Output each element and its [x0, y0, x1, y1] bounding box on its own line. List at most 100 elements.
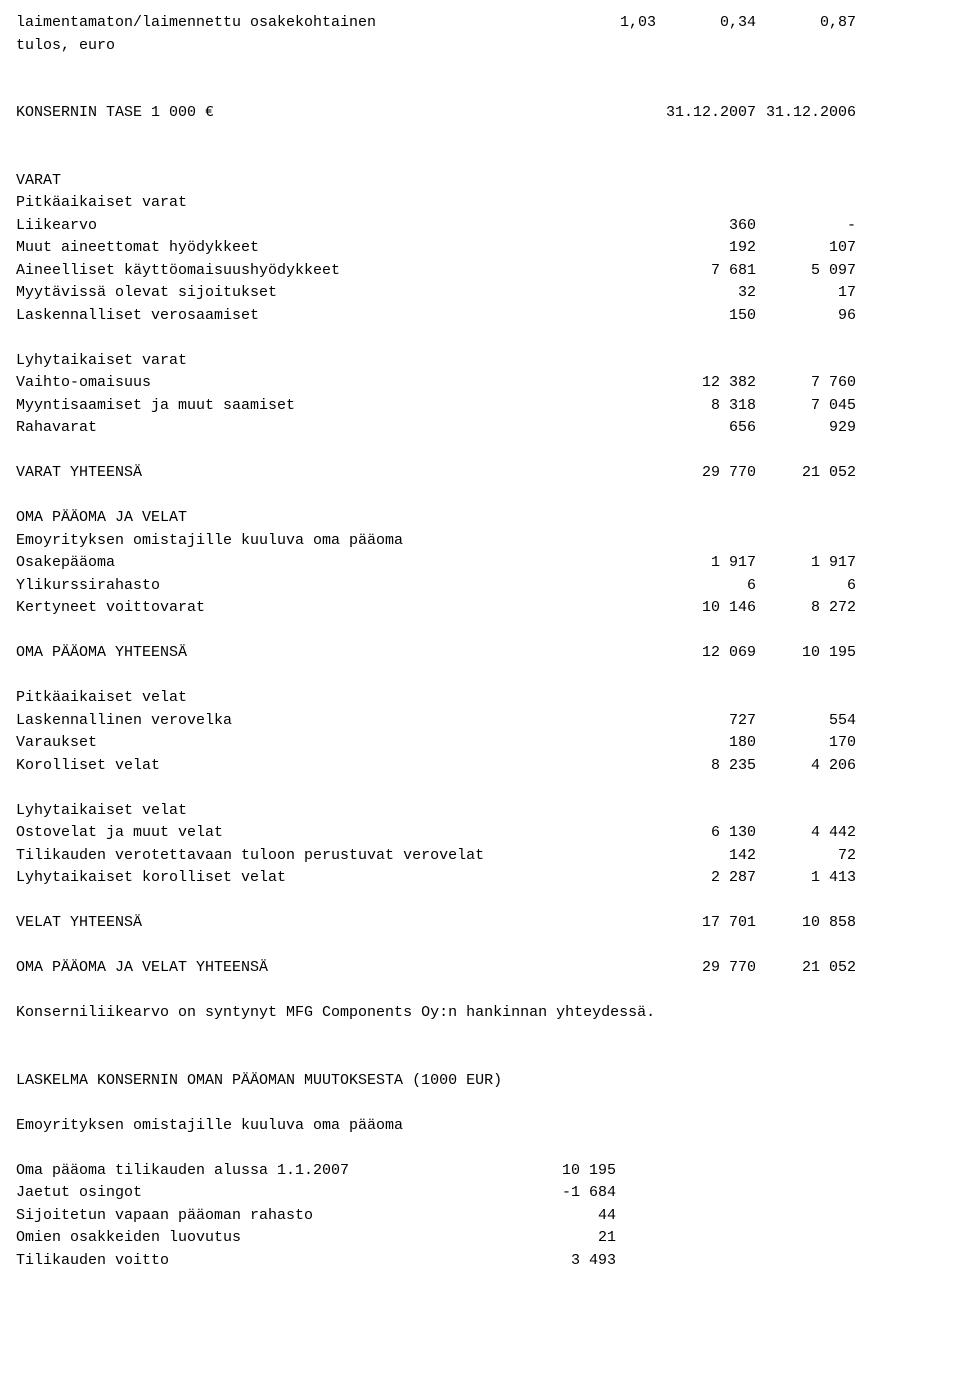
pitka-velat-row-0-c3: 554	[756, 710, 856, 733]
lyhyt-varat-row-1-c3: 7 045	[756, 395, 856, 418]
lyhyt-varat-row-1: Myyntisaamiset ja muut saamiset 8 3187 04…	[16, 395, 910, 418]
oma-paaoma-yht: OMA PÄÄOMA YHTEENSÄ 12 069 10 195	[16, 642, 910, 665]
eps-row-line2: tulos, euro	[16, 35, 910, 58]
varat-subtitle: Pitkäaikaiset varat	[16, 192, 910, 215]
laskelma-row-1: Jaetut osingot-1 684	[16, 1182, 910, 1205]
varat-row-0-c3: -	[756, 215, 856, 238]
varat-row-4: Laskennalliset verosaamiset 15096	[16, 305, 910, 328]
varat-yhteensa: VARAT YHTEENSÄ 29 770 21 052	[16, 462, 910, 485]
tase-header-spacer	[496, 102, 656, 125]
lyhyt-velat-row-0-c2: 6 130	[656, 822, 756, 845]
lyhyt-velat-row-1: Tilikauden verotettavaan tuloon perustuv…	[16, 845, 910, 868]
varat-title: VARAT	[16, 170, 910, 193]
lyhyt-velat-row-0-label: Ostovelat ja muut velat	[16, 822, 496, 845]
oma-paaoma-row-0-label: Osakepääoma	[16, 552, 496, 575]
oma-paaoma-row-2-c3: 8 272	[756, 597, 856, 620]
pitka-velat-row-0: Laskennallinen verovelka 727554	[16, 710, 910, 733]
laskelma-row-3-val: 21	[496, 1227, 616, 1250]
lyhyt-velat-row-0-c3: 4 442	[756, 822, 856, 845]
varat-row-3-c3: 17	[756, 282, 856, 305]
pitka-velat-row-2-c3: 4 206	[756, 755, 856, 778]
pitka-velat-row-1: Varaukset180170	[16, 732, 910, 755]
varat-row-0: Liikearvo 360-	[16, 215, 910, 238]
varat-row-0-c2: 360	[656, 215, 756, 238]
laskelma-row-2-val: 44	[496, 1205, 616, 1228]
lyhyt-varat-row-0-c3: 7 760	[756, 372, 856, 395]
tase-header-label: KONSERNIN TASE 1 000 €	[16, 102, 496, 125]
tase-header-c3: 31.12.2006	[756, 102, 856, 125]
eps-label-line2: tulos, euro	[16, 35, 496, 58]
varat-row-4-label: Laskennalliset verosaamiset	[16, 305, 496, 328]
laskelma-row-2-label: Sijoitetun vapaan pääoman rahasto	[16, 1205, 496, 1228]
lyhyt-varat-row-2-c2: 656	[656, 417, 756, 440]
laskelma-row-0-label: Oma pääoma tilikauden alussa 1.1.2007	[16, 1160, 496, 1183]
eps-c1: 1,03	[496, 12, 656, 35]
lyhyt-varat-row-1-c2: 8 318	[656, 395, 756, 418]
lyhyt-varat-title: Lyhytaikaiset varat	[16, 350, 910, 373]
varat-row-2-c3: 5 097	[756, 260, 856, 283]
note: Konserniliikearvo on syntynyt MFG Compon…	[16, 1002, 910, 1025]
oma-paaoma-title: OMA PÄÄOMA JA VELAT	[16, 507, 910, 530]
oma-paaoma-row-1-label: Ylikurssirahasto	[16, 575, 496, 598]
eps-c3: 0,87	[756, 12, 856, 35]
laskelma-row-4: Tilikauden voitto3 493	[16, 1250, 910, 1273]
lyhyt-varat-row-1-label: Myyntisaamiset ja muut saamiset	[16, 395, 496, 418]
laskelma-row-0-val: 10 195	[496, 1160, 616, 1183]
pitka-velat-row-2: Korolliset velat 8 2354 206	[16, 755, 910, 778]
oma-paaoma-row-0: Osakepääoma 1 9171 917	[16, 552, 910, 575]
velat-yht: VELAT YHTEENSÄ 17 701 10 858	[16, 912, 910, 935]
tase-header: KONSERNIN TASE 1 000 € 31.12.2007 31.12.…	[16, 102, 910, 125]
lyhyt-varat-row-0-c2: 12 382	[656, 372, 756, 395]
lyhyt-velat-row-2-c2: 2 287	[656, 867, 756, 890]
lyhyt-velat-row-1-c3: 72	[756, 845, 856, 868]
varat-row-1-c3: 107	[756, 237, 856, 260]
lyhyt-velat-row-2: Lyhytaikaiset korolliset velat2 2871 413	[16, 867, 910, 890]
lyhyt-velat-row-1-label: Tilikauden verotettavaan tuloon perustuv…	[16, 845, 496, 868]
lyhyt-varat-row-0: Vaihto-omaisuus12 3827 760	[16, 372, 910, 395]
lyhyt-varat-row-2-c3: 929	[756, 417, 856, 440]
varat-row-1-c2: 192	[656, 237, 756, 260]
oma-paaoma-row-0-c2: 1 917	[656, 552, 756, 575]
pitka-velat-row-1-label: Varaukset	[16, 732, 496, 755]
laskelma-row-3-label: Omien osakkeiden luovutus	[16, 1227, 496, 1250]
eps-label-line1: laimentamaton/laimennettu osakekohtainen	[16, 12, 496, 35]
pitka-velat-row-0-label: Laskennallinen verovelka	[16, 710, 496, 733]
varat-row-3: Myytävissä olevat sijoitukset3217	[16, 282, 910, 305]
pitka-velat-row-2-label: Korolliset velat	[16, 755, 496, 778]
laskelma-subtitle: Emoyrityksen omistajille kuuluva oma pää…	[16, 1115, 910, 1138]
lyhyt-velat-row-2-c3: 1 413	[756, 867, 856, 890]
oma-paaoma-row-1: Ylikurssirahasto66	[16, 575, 910, 598]
pitka-velat-row-0-c2: 727	[656, 710, 756, 733]
laskelma-title: LASKELMA KONSERNIN OMAN PÄÄOMAN MUUTOKSE…	[16, 1070, 910, 1093]
lyhyt-velat-row-1-c2: 142	[656, 845, 756, 868]
lyhyt-velat-title: Lyhytaikaiset velat	[16, 800, 910, 823]
eps-row: laimentamaton/laimennettu osakekohtainen…	[16, 12, 910, 35]
oma-paaoma-row-0-c3: 1 917	[756, 552, 856, 575]
lyhyt-varat-row-2-label: Rahavarat	[16, 417, 496, 440]
eps-c2: 0,34	[656, 12, 756, 35]
varat-row-0-label: Liikearvo	[16, 215, 496, 238]
varat-row-2: Aineelliset käyttöomaisuushyödykkeet7 68…	[16, 260, 910, 283]
laskelma-row-3: Omien osakkeiden luovutus21	[16, 1227, 910, 1250]
pitka-velat-row-1-c2: 180	[656, 732, 756, 755]
laskelma-row-1-label: Jaetut osingot	[16, 1182, 496, 1205]
varat-row-3-c2: 32	[656, 282, 756, 305]
varat-row-4-c2: 150	[656, 305, 756, 328]
laskelma-row-4-val: 3 493	[496, 1250, 616, 1273]
varat-row-1: Muut aineettomat hyödykkeet192107	[16, 237, 910, 260]
laskelma-row-1-val: -1 684	[496, 1182, 616, 1205]
oma-paaoma-row-2-c2: 10 146	[656, 597, 756, 620]
tase-header-c2: 31.12.2007	[656, 102, 756, 125]
laskelma-row-4-label: Tilikauden voitto	[16, 1250, 496, 1273]
oma-paaoma-subtitle: Emoyrityksen omistajille kuuluva oma pää…	[16, 530, 910, 553]
laskelma-row-2: Sijoitetun vapaan pääoman rahasto44	[16, 1205, 910, 1228]
oma-paaoma-row-2: Kertyneet voittovarat 10 1468 272	[16, 597, 910, 620]
varat-row-4-c3: 96	[756, 305, 856, 328]
lyhyt-varat-row-2: Rahavarat 656929	[16, 417, 910, 440]
oma-paaoma-row-2-label: Kertyneet voittovarat	[16, 597, 496, 620]
oma-paaoma-velat-yht: OMA PÄÄOMA JA VELAT YHTEENSÄ 29 770 21 0…	[16, 957, 910, 980]
laskelma-row-0: Oma pääoma tilikauden alussa 1.1.200710 …	[16, 1160, 910, 1183]
pitka-velat-title: Pitkäaikaiset velat	[16, 687, 910, 710]
oma-paaoma-row-1-c2: 6	[656, 575, 756, 598]
pitka-velat-row-2-c2: 8 235	[656, 755, 756, 778]
